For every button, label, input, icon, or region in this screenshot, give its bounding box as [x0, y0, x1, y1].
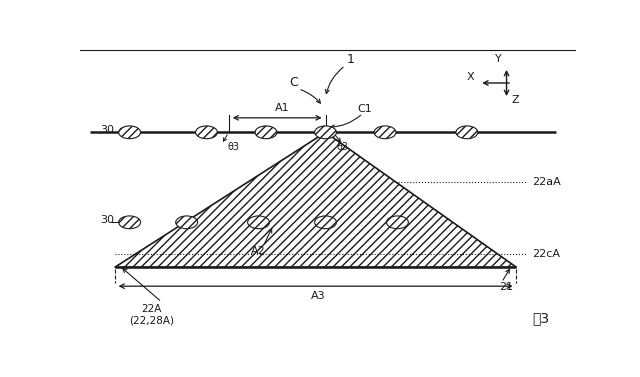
Text: 30: 30	[100, 125, 114, 135]
Circle shape	[118, 216, 141, 229]
Circle shape	[196, 126, 218, 139]
Circle shape	[248, 216, 269, 229]
Text: 図3: 図3	[532, 311, 550, 325]
Text: A1: A1	[275, 103, 289, 113]
Text: 1: 1	[346, 53, 355, 66]
Text: C1: C1	[358, 104, 372, 114]
Text: 22A
(22,28A): 22A (22,28A)	[129, 303, 175, 325]
Circle shape	[176, 216, 198, 229]
Text: θ3: θ3	[337, 142, 349, 152]
Circle shape	[315, 126, 337, 139]
Text: A3: A3	[311, 291, 325, 300]
Text: 22aA: 22aA	[532, 177, 561, 187]
Polygon shape	[115, 132, 516, 267]
Circle shape	[387, 216, 408, 229]
Circle shape	[255, 126, 277, 139]
Circle shape	[374, 126, 396, 139]
Text: C: C	[289, 77, 298, 89]
Text: θ3: θ3	[228, 142, 240, 152]
Text: 30: 30	[100, 215, 114, 225]
Circle shape	[315, 216, 337, 229]
Circle shape	[118, 126, 141, 139]
Text: X: X	[467, 72, 474, 82]
Circle shape	[456, 126, 478, 139]
Text: 22cA: 22cA	[532, 249, 561, 259]
Text: A2: A2	[251, 246, 266, 256]
Text: Z: Z	[511, 95, 519, 105]
Text: 21: 21	[499, 282, 513, 292]
Text: Y: Y	[495, 54, 502, 64]
